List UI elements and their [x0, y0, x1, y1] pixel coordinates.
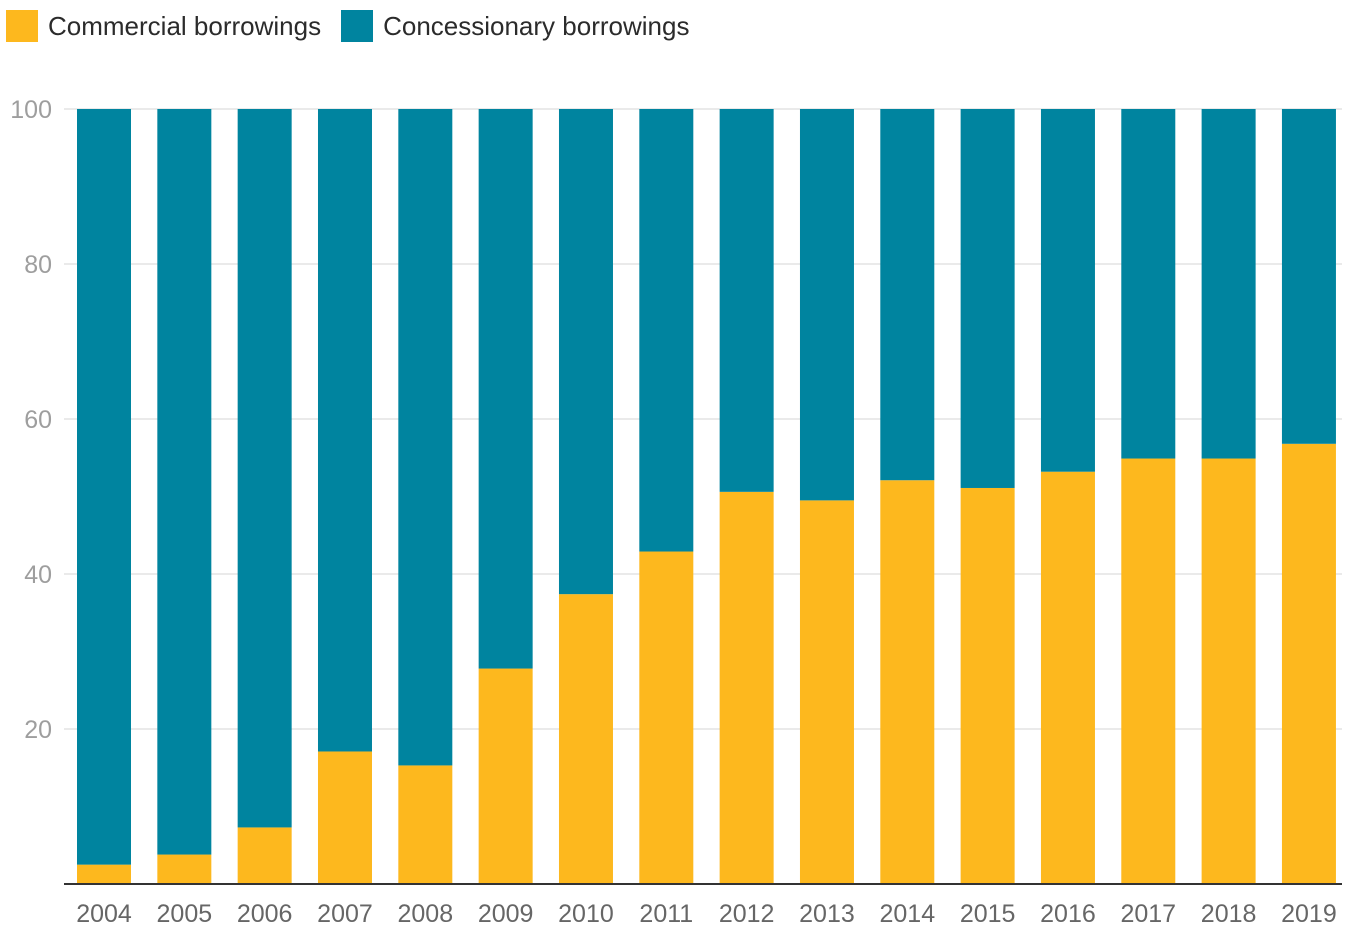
- x-tick-label-2019: 2019: [1281, 900, 1337, 925]
- x-tick-label-2007: 2007: [317, 900, 373, 925]
- bar-concessionary-2015: [960, 109, 1015, 488]
- bar-commercial-2011: [639, 551, 694, 884]
- bar-concessionary-2009: [478, 109, 533, 669]
- bar-concessionary-2017: [1121, 109, 1176, 459]
- x-tick-label-2005: 2005: [157, 900, 213, 925]
- bar-commercial-2006: [237, 827, 292, 884]
- bar-concessionary-2005: [157, 109, 212, 855]
- y-tick-label-40: 40: [24, 561, 52, 589]
- bar-commercial-2005: [157, 854, 212, 884]
- bar-concessionary-2012: [719, 109, 774, 492]
- bar-commercial-2017: [1121, 458, 1176, 884]
- y-tick-label-100: 100: [10, 96, 52, 124]
- bar-concessionary-2004: [77, 109, 131, 865]
- bar-commercial-2010: [558, 594, 613, 884]
- bar-commercial-2004: [77, 864, 131, 884]
- x-tick-label-2008: 2008: [398, 900, 454, 925]
- x-tick-label-2013: 2013: [799, 900, 855, 925]
- bar-commercial-2009: [478, 668, 533, 884]
- bar-concessionary-2016: [1040, 109, 1095, 472]
- legend-item-commercial: Commercial borrowings: [6, 10, 321, 42]
- bar-commercial-2012: [719, 491, 774, 884]
- bar-concessionary-2011: [639, 109, 694, 552]
- x-tick-label-2006: 2006: [237, 900, 293, 925]
- bar-concessionary-2006: [237, 109, 292, 828]
- bars: [77, 109, 1336, 884]
- bar-commercial-2014: [880, 480, 935, 884]
- legend-swatch-concessionary: [341, 10, 374, 42]
- bar-concessionary-2019: [1281, 109, 1336, 444]
- x-tick-label-2004: 2004: [76, 900, 132, 925]
- bar-concessionary-2018: [1201, 109, 1256, 459]
- bar-commercial-2016: [1040, 471, 1095, 884]
- bar-concessionary-2007: [317, 109, 372, 752]
- x-tick-label-2018: 2018: [1201, 900, 1257, 925]
- y-tick-label-20: 20: [24, 716, 52, 744]
- bar-commercial-2019: [1281, 443, 1336, 884]
- x-tick-label-2015: 2015: [960, 900, 1016, 925]
- x-tick-label-2011: 2011: [639, 900, 693, 925]
- bar-concessionary-2014: [880, 109, 935, 481]
- legend-item-concessionary: Concessionary borrowings: [341, 10, 689, 42]
- axes: 20 40 60 80 100 2004 2005 2006 2007 2008 2009 2010 2…: [10, 96, 1342, 925]
- bar-concessionary-2008: [398, 109, 453, 766]
- x-tick-label-2017: 2017: [1120, 900, 1176, 925]
- bar-concessionary-2013: [799, 109, 854, 501]
- y-tick-label-80: 80: [24, 251, 52, 279]
- x-tick-label-2009: 2009: [478, 900, 534, 925]
- x-tick-label-2012: 2012: [719, 900, 775, 925]
- x-tick-label-2016: 2016: [1040, 900, 1096, 925]
- chart-legend: Commercial borrowings Concessionary borr…: [6, 8, 709, 44]
- bar-commercial-2007: [317, 751, 372, 884]
- x-tick-label-2010: 2010: [558, 900, 614, 925]
- bar-commercial-2008: [398, 765, 453, 884]
- y-tick-label-60: 60: [24, 406, 52, 434]
- bar-commercial-2015: [960, 487, 1015, 884]
- legend-label-commercial: Commercial borrowings: [48, 10, 322, 41]
- bar-concessionary-2010: [558, 109, 613, 595]
- bar-commercial-2018: [1201, 458, 1256, 884]
- legend-swatch-commercial: [6, 10, 38, 42]
- bar-commercial-2013: [799, 500, 854, 884]
- x-tick-label-2014: 2014: [879, 900, 935, 925]
- legend-label-concessionary: Concessionary borrowings: [383, 10, 690, 41]
